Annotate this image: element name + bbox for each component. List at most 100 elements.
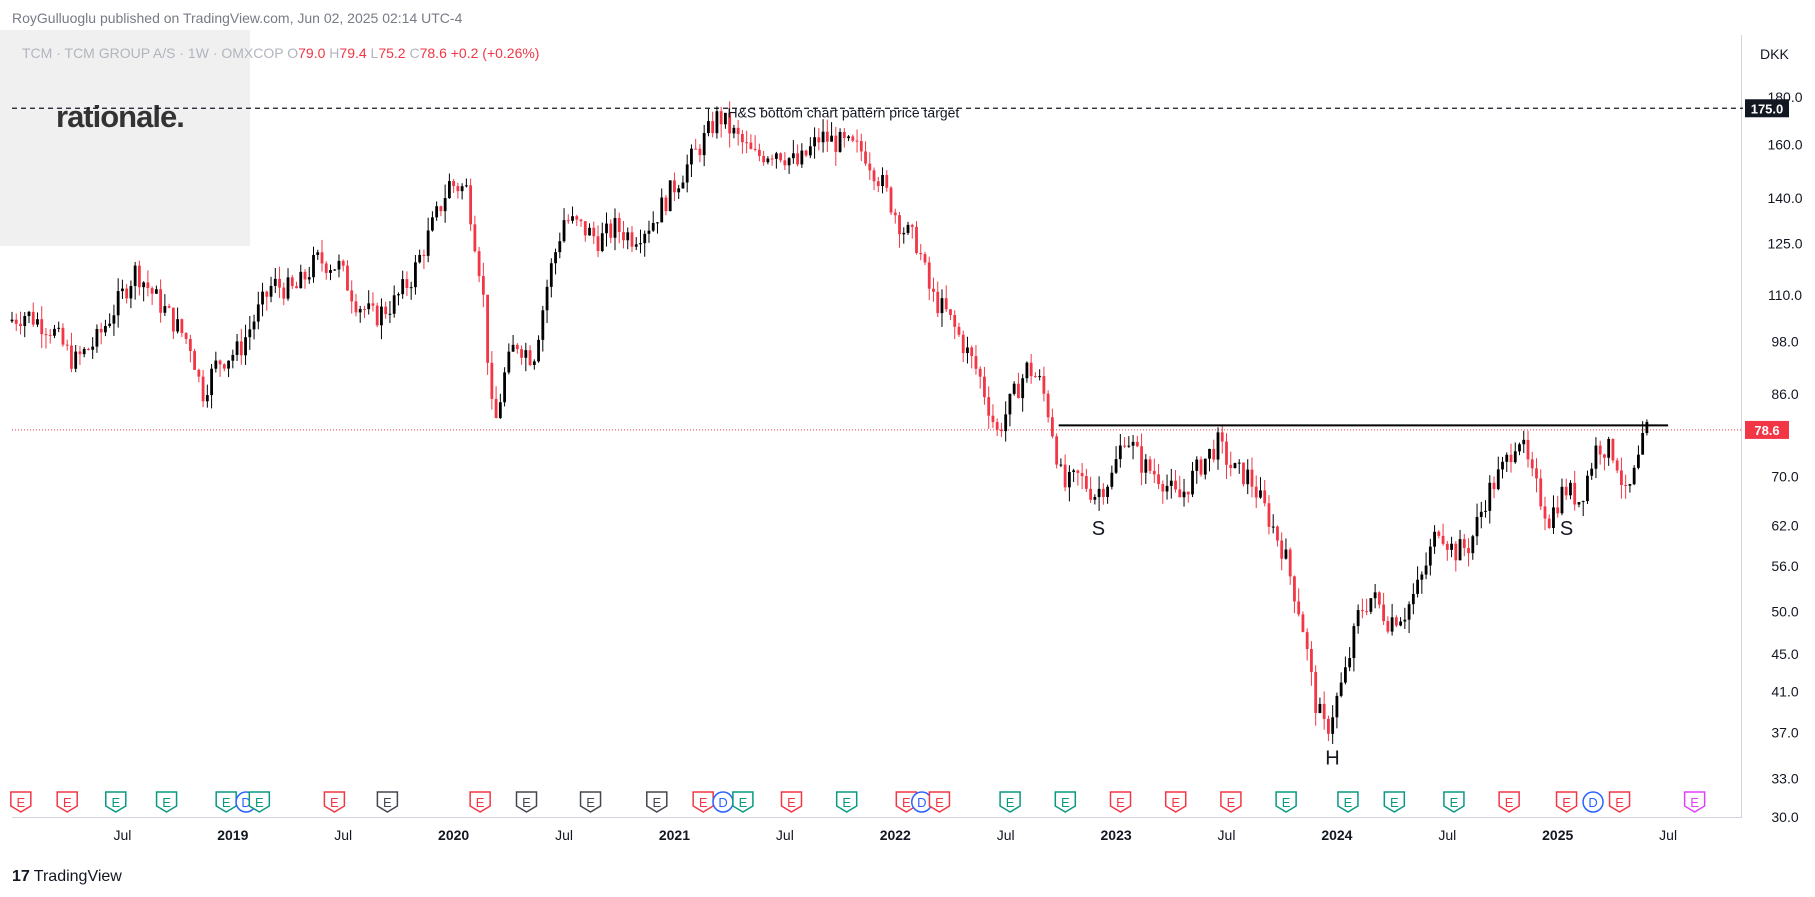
earnings-marker-icon[interactable] — [1683, 791, 1706, 813]
earnings-marker-icon[interactable] — [999, 791, 1021, 813]
candle-body — [278, 278, 281, 288]
candle-body — [1360, 610, 1364, 612]
candle-body — [1263, 490, 1267, 504]
candle-body — [456, 186, 460, 192]
candle-body — [57, 327, 61, 329]
earnings-marker-icon[interactable] — [895, 791, 918, 813]
earnings-marker-icon[interactable] — [1164, 791, 1187, 813]
candle-body — [1509, 454, 1513, 463]
earnings-marker-icon[interactable] — [1220, 791, 1242, 813]
candle-body — [690, 148, 693, 165]
candle-body — [1335, 695, 1339, 718]
candle-body — [1055, 436, 1059, 465]
candle-body — [1229, 464, 1233, 469]
candle-body — [1029, 362, 1033, 377]
earnings-marker-icon[interactable] — [1555, 791, 1578, 813]
symbol-line: TCM · TCM GROUP A/S · 1W · OMXCOP — [22, 45, 284, 61]
candle-body — [346, 265, 349, 291]
candle-body — [728, 112, 732, 134]
price-axis-tick-label: 70.0 — [1771, 468, 1798, 484]
earnings-marker-icon[interactable] — [1109, 791, 1132, 813]
candle-body — [575, 216, 579, 220]
candle-body — [1199, 459, 1203, 475]
ohlc-open: 79.0 — [298, 45, 326, 61]
candle-body — [486, 294, 490, 363]
tradingview-logo[interactable]: 17 TradingView — [12, 868, 122, 886]
candle-body — [503, 372, 506, 403]
candle-body — [320, 252, 324, 264]
candle-body — [180, 319, 184, 334]
earnings-marker-icon[interactable] — [1498, 791, 1520, 813]
candle-body — [537, 339, 540, 362]
earnings-marker-icon[interactable] — [376, 791, 399, 813]
candle-body — [61, 327, 65, 345]
earnings-marker-icon[interactable] — [469, 791, 491, 813]
price-axis-tick-label: 140.0 — [1767, 190, 1802, 206]
candle-body — [851, 136, 855, 141]
earnings-marker-icon[interactable] — [1337, 791, 1359, 813]
candle-body — [307, 277, 311, 280]
earnings-marker-icon[interactable] — [215, 791, 237, 813]
candle-body — [1454, 543, 1458, 561]
earnings-marker-icon[interactable] — [732, 791, 754, 813]
candle-body — [1403, 619, 1407, 622]
event-marker-letter: E — [1227, 795, 1236, 810]
candle-body — [1097, 488, 1101, 498]
earnings-marker-icon[interactable] — [515, 791, 538, 813]
candle-body — [1522, 439, 1526, 445]
candle-body — [753, 148, 757, 150]
currency-button[interactable]: DKK — [1760, 46, 1789, 62]
dividend-marker-icon[interactable] — [1582, 791, 1604, 813]
candle-body — [1420, 574, 1424, 580]
candle-body — [515, 344, 519, 350]
earnings-marker-icon[interactable] — [1443, 791, 1465, 813]
candle-body — [452, 181, 456, 187]
candle-body — [443, 198, 447, 212]
earnings-marker-icon[interactable] — [155, 791, 178, 813]
candle-body — [1488, 482, 1492, 511]
candle-body — [1416, 579, 1419, 594]
candle-body — [1518, 444, 1521, 452]
earnings-marker-icon[interactable] — [1054, 791, 1077, 813]
earnings-marker-icon[interactable] — [105, 791, 127, 813]
earnings-marker-icon[interactable] — [928, 791, 951, 813]
candle-body — [435, 206, 439, 218]
pattern-label-s: S — [1560, 518, 1573, 540]
event-marker-letter: E — [586, 795, 595, 810]
candle-body — [868, 163, 872, 171]
time-axis-tick-label: 2021 — [659, 827, 690, 843]
earnings-marker-icon[interactable] — [1383, 791, 1406, 813]
candle-body — [1581, 501, 1585, 503]
candle-body — [889, 187, 893, 213]
earnings-marker-icon[interactable] — [323, 791, 346, 813]
candle-body — [664, 197, 668, 212]
event-marker-letter: E — [842, 795, 851, 810]
earnings-marker-icon[interactable] — [1608, 791, 1631, 813]
earnings-marker-icon[interactable] — [692, 791, 714, 813]
earnings-marker-icon[interactable] — [646, 791, 668, 813]
candle-body — [218, 360, 222, 365]
earnings-marker-icon[interactable] — [579, 791, 602, 813]
chart-pane[interactable] — [12, 35, 1742, 818]
candle-body — [639, 243, 642, 245]
earnings-marker-icon[interactable] — [56, 791, 78, 813]
earnings-marker-icon[interactable] — [835, 791, 858, 813]
candle-body — [1191, 470, 1194, 495]
event-marker-letter: E — [255, 795, 264, 810]
candle-body — [273, 278, 277, 286]
candle-body — [10, 319, 14, 322]
earnings-marker-icon[interactable] — [1275, 791, 1297, 813]
earnings-marker-icon[interactable] — [10, 791, 32, 813]
earnings-marker-icon[interactable] — [780, 791, 803, 813]
earnings-marker-icon[interactable] — [248, 791, 271, 813]
candle-body — [970, 347, 974, 357]
publish-credit: RoyGulluoglu published on TradingView.co… — [12, 10, 463, 26]
candle-body — [707, 121, 710, 134]
candle-body — [1284, 549, 1288, 559]
candle-body — [1004, 414, 1008, 432]
candle-body — [983, 376, 986, 398]
candle-body — [121, 288, 124, 292]
candle-body — [460, 186, 464, 192]
candle-body — [197, 369, 201, 377]
